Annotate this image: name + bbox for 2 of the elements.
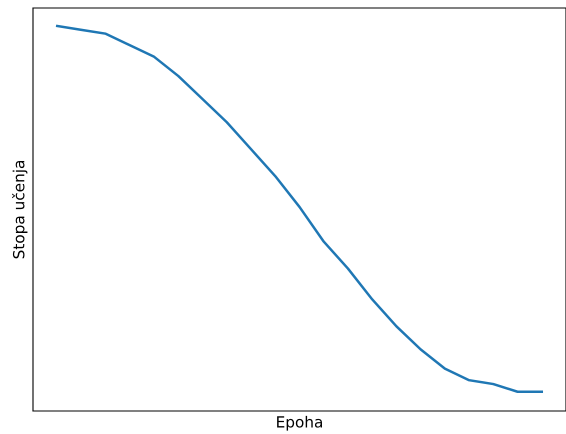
x-axis-title: Epoha xyxy=(277,416,322,431)
y-axis-title: Stopa učenja xyxy=(12,161,28,258)
